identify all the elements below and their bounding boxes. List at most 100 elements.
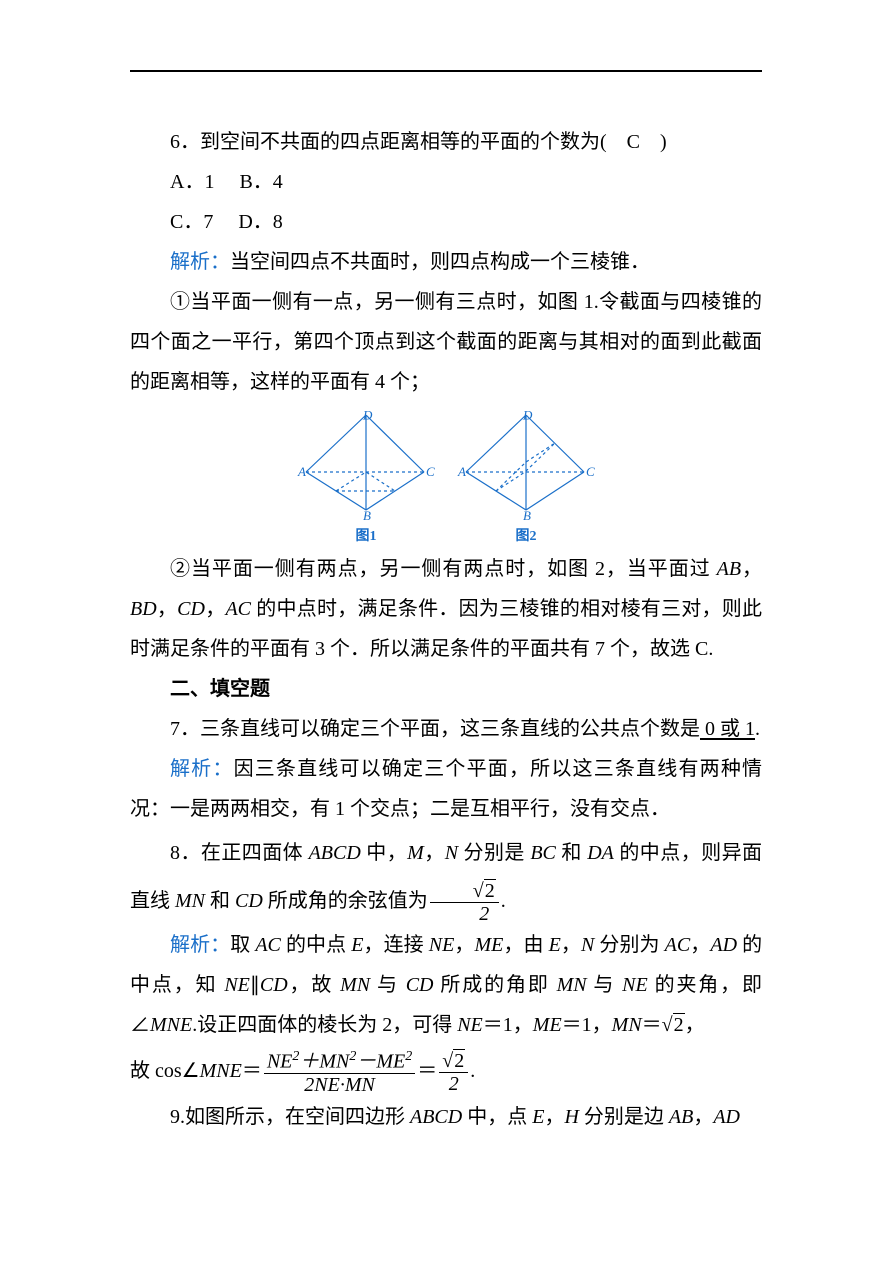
q7-answer: 0 或 1 <box>700 718 755 740</box>
t: ＝ <box>642 1014 662 1036</box>
fig2-D: D <box>522 410 533 423</box>
t: 的中点 <box>281 934 351 956</box>
q6-ab: AB <box>717 558 741 580</box>
figure-1: A B C D 图1 <box>296 410 436 545</box>
t: MNE <box>200 1060 242 1082</box>
fig2-A: A <box>457 464 466 479</box>
q7-analysis: 解析：因三条直线可以确定三个平面，所以这三条直线有两种情况：一是两两相交，有 1… <box>130 749 762 829</box>
t: ， <box>454 934 474 956</box>
t: 分别为 <box>594 934 664 956</box>
fig1-caption: 图1 <box>296 525 436 545</box>
diagrams-row: A B C D 图1 A <box>130 410 762 545</box>
q8-formula: 故 cos∠MNE＝NE2＋MN2－ME22NE·MN＝√22. <box>130 1045 762 1097</box>
q8-g: 和 <box>205 890 235 912</box>
t: MN <box>612 1014 642 1036</box>
q9-abcd: ABCD <box>410 1106 462 1128</box>
result-fraction: √22 <box>439 1050 468 1095</box>
section-2-heading: 二、填空题 <box>130 669 762 709</box>
t: E <box>549 934 561 956</box>
q8-analysis: 解析：取 AC 的中点 E，连接 NE，ME，由 E，N 分别为 AC，AD 的… <box>130 925 762 1045</box>
t: MN <box>340 974 370 996</box>
q8-n: N <box>445 842 458 864</box>
q8-mn: MN <box>175 890 205 912</box>
fig2-svg: A B C D <box>456 410 596 520</box>
top-rule <box>130 70 762 72</box>
q6-stem: 6．到空间不共面的四点距离相等的平面的个数为( C ) <box>130 122 762 162</box>
analysis-label: 解析： <box>170 251 230 273</box>
q8-da: DA <box>587 842 614 864</box>
t: N <box>581 934 594 956</box>
t: ＝1， <box>562 1014 612 1036</box>
t: ， <box>690 934 710 956</box>
q6-optA: A．1 <box>170 171 214 193</box>
q6-analysis-text: 当空间四点不共面时，则四点构成一个三棱锥． <box>230 251 650 273</box>
t: ， <box>561 934 581 956</box>
t: ，由 <box>503 934 548 956</box>
t: ME <box>533 1014 562 1036</box>
q6-cd: CD <box>177 598 205 620</box>
q6-analysis: 解析：当空间四点不共面时，则四点构成一个三棱锥． <box>130 242 762 282</box>
t: ME <box>474 934 503 956</box>
q8-cd: CD <box>235 890 263 912</box>
q8-b: 中， <box>361 842 407 864</box>
q6-optC: C．7 <box>170 211 213 233</box>
q8-m: M <box>407 842 424 864</box>
t: NE <box>224 974 250 996</box>
t: CD <box>406 974 434 996</box>
t: ＝ <box>242 1060 262 1082</box>
fig1-A: A <box>297 464 306 479</box>
q8-d: 分别是 <box>458 842 530 864</box>
q8-abcd: ABCD <box>309 842 361 864</box>
q6-p2d: ， <box>205 598 225 620</box>
fig2-C: C <box>586 464 595 479</box>
q9-b: 中，点 <box>462 1106 532 1128</box>
t: NE <box>429 934 455 956</box>
q7-stem-a: 7．三条直线可以确定三个平面，这三条直线的公共点个数是 <box>170 718 700 740</box>
q6-p2: ②当平面一侧有两点，另一侧有两点时，如图 2，当平面过 AB，BD，CD，AC … <box>130 549 762 669</box>
t: 所成的角即 <box>434 974 557 996</box>
t: 故 cos∠ <box>130 1060 200 1082</box>
q8-answer: √22 <box>428 890 501 912</box>
figure-2: A B C D 图2 <box>456 410 596 545</box>
t: AC <box>255 934 281 956</box>
t: 与 <box>370 974 406 996</box>
q8-e: 和 <box>556 842 587 864</box>
q8-h: 所成角的余弦值为 <box>263 890 428 912</box>
q9-e: E <box>532 1106 544 1128</box>
t: 取 <box>230 934 255 956</box>
fig2-B: B <box>523 508 531 520</box>
t: ，连接 <box>363 934 428 956</box>
fig1-B: B <box>363 508 371 520</box>
t: ＝ <box>417 1060 437 1082</box>
t: CD <box>260 974 288 996</box>
q6-bd: BD <box>130 598 157 620</box>
t: ＝1， <box>483 1014 533 1036</box>
fig1-D: D <box>362 410 373 423</box>
t: MN <box>557 974 587 996</box>
q9-ad: AD <box>713 1106 740 1128</box>
cos-fraction: NE2＋MN2－ME22NE·MN <box>264 1049 415 1096</box>
q6-p2a: ②当平面一侧有两点，另一侧有两点时，如图 2，当平面过 <box>170 558 717 580</box>
t: AD <box>710 934 737 956</box>
q8-period: . <box>501 890 506 912</box>
fig1-svg: A B C D <box>296 410 436 520</box>
q6-p2c: ， <box>157 598 177 620</box>
q9-d: 分别是边 <box>579 1106 669 1128</box>
q9-e2: ， <box>693 1106 713 1128</box>
analysis-label: 解析： <box>170 934 230 956</box>
q9-stem: 9.如图所示，在空间四边形 ABCD 中，点 E，H 分别是边 AB，AD <box>130 1097 762 1137</box>
q6-optD: D．8 <box>238 211 282 233</box>
q6-optB: B．4 <box>239 171 282 193</box>
q6-opts-row2: C．7 D．8 <box>130 202 762 242</box>
fig1-C: C <box>426 464 435 479</box>
q9-ab: AB <box>669 1106 693 1128</box>
q9-c: ， <box>544 1106 564 1128</box>
q6-ac: AC <box>225 598 251 620</box>
t: NE <box>457 1014 483 1036</box>
analysis-label: 解析： <box>170 758 234 780</box>
t: 与 <box>587 974 623 996</box>
t: ∥ <box>250 974 260 996</box>
t: AC <box>665 934 691 956</box>
q8-bc: BC <box>530 842 556 864</box>
q9-a: 9.如图所示，在空间四边形 <box>170 1106 410 1128</box>
